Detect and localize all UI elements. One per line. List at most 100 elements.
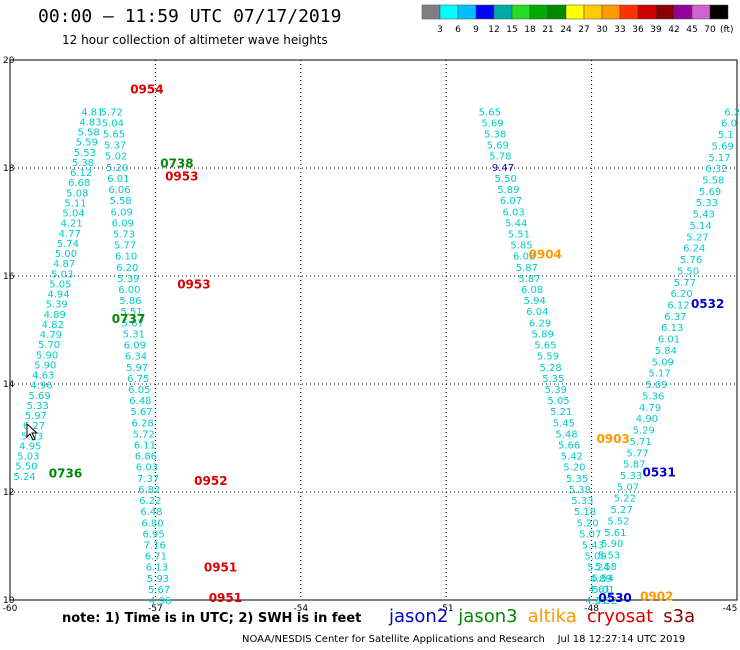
wave-height-label: 5.35 [566, 474, 588, 485]
wave-height-label: 5.89 [532, 329, 554, 340]
satellite-legend: jason2 jason3 altika cryosat s3a [389, 606, 705, 627]
wave-height-label: 7.16 [144, 540, 166, 551]
wave-height-label: 5.28 [539, 363, 561, 374]
wave-height-label: 6.09 [124, 341, 146, 352]
wave-height-label: 5.77 [674, 278, 696, 289]
wave-height-label: 4.90 [636, 414, 658, 425]
colorbar-tick-label: 33 [614, 25, 625, 35]
wave-height-label: 6.13 [661, 323, 683, 334]
wave-height-label: 6.09 [112, 218, 134, 229]
wave-height-label: 5.20 [563, 463, 585, 474]
wave-height-label: 6.13 [146, 563, 168, 574]
wave-height-label: 5.03 [51, 269, 73, 280]
wave-height-label: 6.48 [129, 396, 151, 407]
y-tick-label: 10 [3, 596, 15, 606]
colorbar-tick-label: 3 [437, 25, 443, 35]
colorbar-tick-label: 21 [542, 25, 553, 35]
wave-height-label: 5.39 [545, 385, 567, 396]
wave-height-label: 5.11 [64, 198, 86, 209]
wave-height-label: 4.79 [40, 330, 62, 341]
wave-height-label: 5.04 [62, 209, 84, 220]
wave-height-label: 5.65 [103, 130, 125, 141]
wave-height-label: 5.87 [623, 460, 645, 471]
y-tick-label: 16 [3, 272, 15, 282]
satellite-legend-item: s3a [663, 606, 696, 627]
colorbar-tick-label: 30 [596, 25, 608, 35]
wave-height-label: 5.97 [126, 363, 148, 374]
colorbar-swatch [655, 4, 675, 20]
footer-note: note: 1) Time is in UTC; 2) SWH is in fe… [62, 611, 362, 626]
colorbar-swatch [493, 4, 513, 20]
colorbar-swatch [673, 4, 693, 20]
satellite-legend-item: altika [527, 606, 577, 627]
wave-height-label: 6.01 [658, 335, 680, 346]
wave-height-label: 5.77 [114, 241, 136, 252]
chart-title: 00:00 – 11:59 UTC 07/17/2019 [38, 6, 342, 27]
wave-height-label: 5.14 [689, 221, 711, 232]
wave-height-label: 6.10 [115, 252, 137, 263]
pass-time-label: 0951 [209, 591, 242, 605]
colorbar-tick-label: 18 [524, 25, 536, 35]
x-tick-label: -60 [3, 604, 18, 614]
wave-height-label: 5.07 [579, 529, 601, 540]
wave-height-label: 5.69 [481, 118, 503, 129]
y-tick-label: 18 [3, 164, 15, 174]
wave-height-label: 6.0 [721, 119, 737, 130]
wave-height-label: 5.50 [15, 462, 37, 473]
wave-height-label: 4.96 [30, 381, 52, 392]
wave-height-label: 5.72 [101, 107, 123, 118]
wave-height-label: 6.68 [68, 178, 90, 189]
chart-subtitle: 12 hour collection of altimeter wave hei… [62, 33, 328, 47]
wave-height-label: 5.72 [133, 429, 155, 440]
wave-height-label: 5.48 [555, 429, 577, 440]
wave-height-label: 4.89 [44, 310, 66, 321]
wave-height-label: 5.67 [122, 318, 144, 329]
wave-height-label: 5.18 [574, 507, 596, 518]
wave-height-label: 5.38 [569, 485, 591, 496]
wave-height-label: 5.86 [119, 296, 141, 307]
wave-height-label: 4.77 [59, 229, 81, 240]
satellite-legend-item: jason3 [458, 606, 518, 627]
axis-tick-labels: -60 -57 -54 -51 -48 -45 10 12 14 16 18 20 [3, 56, 738, 614]
wave-height-label: 6.08 [513, 252, 535, 263]
colorbar-unit-label: (ft) [720, 25, 734, 35]
colorbar-swatch [637, 4, 657, 20]
wave-height-label: 5.65 [534, 341, 556, 352]
wave-height-label: 4.94 [47, 290, 69, 301]
wave-height-label: 5.37 [104, 141, 126, 152]
wave-height-label: 4.32 [595, 596, 617, 607]
wave-height-label: 5.58 [702, 175, 724, 186]
wave-height-label: 5.24 [13, 472, 35, 483]
wave-height-label: 5.33 [696, 198, 718, 209]
pass-time-label: 0953 [177, 278, 210, 292]
wave-height-label: 5.00 [55, 249, 77, 260]
colorbar-tick-label: 39 [650, 25, 662, 35]
wave-height-label: 6.34 [125, 352, 147, 363]
wave-height-label: 5.45 [553, 418, 575, 429]
wave-height-label: 4.89 [590, 574, 612, 585]
pass-time-label: 0951 [204, 561, 237, 575]
wave-height-label: 6.82 [138, 485, 160, 496]
y-tick-label: 14 [3, 380, 15, 390]
wave-height-label: 5.42 [561, 452, 583, 463]
satellite-legend-item: jason2 [389, 606, 449, 627]
wave-height-label: 5.59 [76, 138, 98, 149]
wave-height-label: 5.78 [489, 152, 511, 163]
wave-height-label: 5.17 [708, 153, 730, 164]
wave-height-values: 4.814.835.585.595.535.386.126.685.085.11… [13, 107, 740, 607]
wave-height-label: 5.89 [497, 185, 519, 196]
wave-height-label: 5.29 [633, 426, 655, 437]
wave-height-label: 5.27 [611, 505, 633, 516]
y-tick-label: 20 [3, 56, 15, 66]
wave-height-label: 5.53 [74, 148, 96, 159]
wave-height-label: 6.05 [128, 385, 150, 396]
wave-height-label: 5.85 [510, 241, 532, 252]
wave-height-label: 5.36 [642, 391, 664, 402]
colorbar-swatch [439, 4, 459, 20]
wave-height-label: 5.43 [693, 210, 715, 221]
wave-height-label: 4.87 [53, 259, 75, 270]
wave-height-label: 5.87 [518, 274, 540, 285]
colorbar-tick-label: 36 [632, 25, 644, 35]
wave-height-label: 4.82 [42, 320, 64, 331]
